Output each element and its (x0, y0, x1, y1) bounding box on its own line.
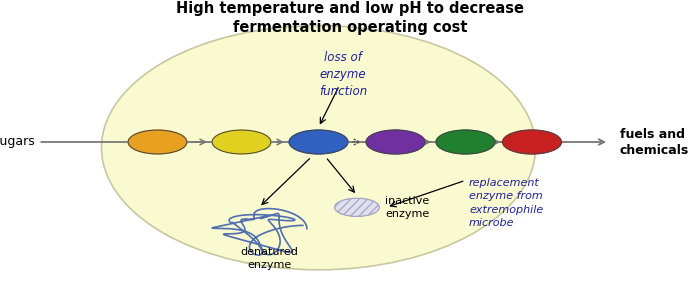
Text: inactive
enzyme: inactive enzyme (385, 196, 429, 218)
Circle shape (436, 130, 495, 154)
Text: loss of
enzyme
function: loss of enzyme function (319, 51, 367, 98)
Circle shape (289, 130, 348, 154)
Circle shape (503, 130, 561, 154)
Circle shape (128, 130, 187, 154)
Circle shape (366, 130, 425, 154)
Text: sugars: sugars (0, 135, 35, 149)
Ellipse shape (102, 26, 536, 270)
Circle shape (335, 198, 379, 216)
Text: replacement
enzyme from
extremophile
microbe: replacement enzyme from extremophile mic… (469, 178, 543, 228)
Text: High temperature and low pH to decrease
fermentation operating cost: High temperature and low pH to decrease … (176, 1, 524, 35)
Text: denatured
enzyme: denatured enzyme (241, 247, 298, 270)
Text: fuels and
chemicals: fuels and chemicals (620, 128, 689, 156)
Circle shape (212, 130, 271, 154)
